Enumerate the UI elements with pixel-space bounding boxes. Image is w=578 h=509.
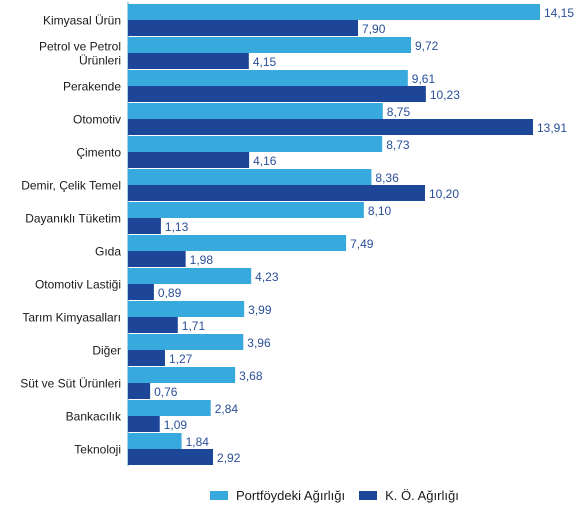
bar-portfolio xyxy=(128,4,540,20)
category-label: Çimento xyxy=(76,146,121,160)
data-label: 2,92 xyxy=(217,451,241,465)
data-label: 3,96 xyxy=(247,336,271,350)
data-label: 10,20 xyxy=(429,187,459,201)
bar-ko xyxy=(128,284,154,300)
bar-ko xyxy=(128,449,214,465)
bar-portfolio xyxy=(128,169,372,185)
data-label: 4,23 xyxy=(255,270,279,284)
bar-ko xyxy=(128,218,161,234)
bar-portfolio xyxy=(128,367,236,383)
category-label: Teknoloji xyxy=(74,443,121,457)
legend-swatch-ko xyxy=(359,491,378,500)
bar-ko xyxy=(128,317,178,333)
category-label: Perakende xyxy=(63,80,121,94)
data-label: 1,98 xyxy=(190,253,214,267)
legend: Portföydeki Ağırlığı K. Ö. Ağırlığı xyxy=(210,488,473,503)
bar-portfolio xyxy=(128,400,211,416)
bar-portfolio xyxy=(128,103,383,119)
bar-portfolio xyxy=(128,334,244,350)
bar-ko xyxy=(128,152,250,168)
data-label: 1,09 xyxy=(164,418,188,432)
bar-portfolio xyxy=(128,136,383,152)
data-label: 14,15 xyxy=(544,6,574,20)
category-label: Dayanıklı Tüketim xyxy=(25,212,121,226)
bar-ko xyxy=(128,53,249,69)
legend-label-portfolio: Portföydeki Ağırlığı xyxy=(236,488,346,503)
category-label: Diğer xyxy=(92,344,121,358)
bar-ko xyxy=(128,350,165,366)
data-label: 8,36 xyxy=(375,171,399,185)
category-label: Otomotiv xyxy=(73,113,121,127)
data-label: 8,10 xyxy=(368,204,392,218)
category-label: Tarım Kimyasalları xyxy=(22,311,121,325)
data-label: 1,13 xyxy=(165,220,189,234)
data-label: 9,61 xyxy=(412,72,436,86)
data-label: 9,72 xyxy=(415,39,439,53)
bar-portfolio xyxy=(128,202,364,218)
data-label: 8,73 xyxy=(386,138,410,152)
data-label: 4,16 xyxy=(253,154,277,168)
category-label: Bankacılık xyxy=(66,410,122,424)
bar-portfolio xyxy=(128,70,408,86)
data-label: 4,15 xyxy=(253,55,277,69)
category-label: Süt ve Süt Ürünleri xyxy=(20,377,121,391)
legend-item-ko: K. Ö. Ağırlığı xyxy=(359,488,459,503)
data-label: 3,68 xyxy=(239,369,263,383)
data-label: 0,76 xyxy=(154,385,178,399)
category-label: Petrol ve Petrol Ürünleri xyxy=(39,40,121,68)
bar-ko xyxy=(128,86,426,102)
data-label: 1,71 xyxy=(182,319,206,333)
bar-ko xyxy=(128,20,359,36)
bar-portfolio xyxy=(128,37,412,53)
category-label: Otomotiv Lastiği xyxy=(35,278,121,292)
data-label: 1,84 xyxy=(186,435,210,449)
bar-ko xyxy=(128,416,160,432)
category-label: Demir, Çelik Temel xyxy=(21,179,121,193)
data-label: 3,99 xyxy=(248,303,272,317)
bar-portfolio xyxy=(128,268,252,284)
category-label: Gıda xyxy=(95,245,121,259)
bar-ko xyxy=(128,119,534,135)
category-label: Kimyasal Ürün xyxy=(43,14,121,28)
data-label: 13,91 xyxy=(537,121,567,135)
data-label: 1,27 xyxy=(169,352,193,366)
data-label: 2,84 xyxy=(215,402,239,416)
data-label: 10,23 xyxy=(430,88,460,102)
data-label: 7,90 xyxy=(362,22,386,36)
bar-portfolio xyxy=(128,433,182,449)
legend-item-portfolio: Portföydeki Ağırlığı xyxy=(210,488,345,503)
bar-ko xyxy=(128,185,425,201)
legend-label-ko: K. Ö. Ağırlığı xyxy=(385,488,459,503)
bar-portfolio xyxy=(128,235,347,251)
data-label: 0,89 xyxy=(158,286,182,300)
data-label: 7,49 xyxy=(350,237,374,251)
bar-chart: Kimyasal Ürün 14,15 7,90 Petrol ve Petrol Ür… xyxy=(20,2,574,466)
bar-ko xyxy=(128,383,151,399)
bar-ko xyxy=(128,251,186,267)
data-label: 8,75 xyxy=(387,105,411,119)
bar-portfolio xyxy=(128,301,245,317)
legend-swatch-portfolio xyxy=(210,491,228,500)
